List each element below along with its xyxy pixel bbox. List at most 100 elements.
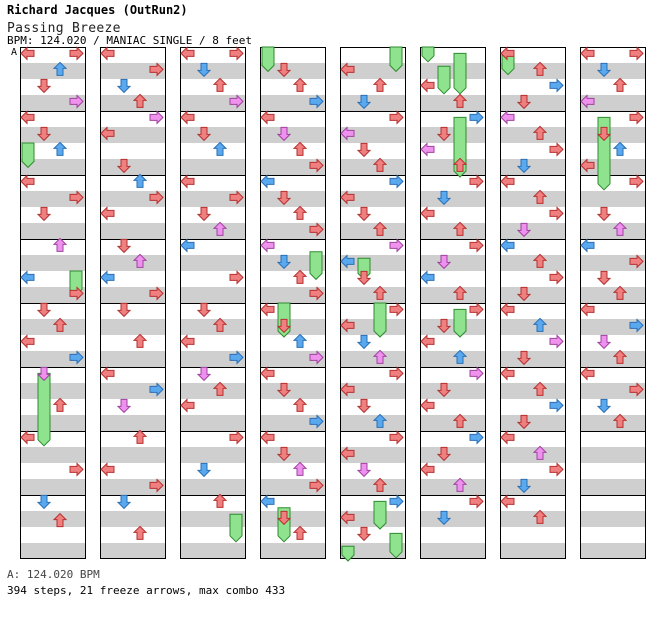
- freeze-arrow: [373, 500, 387, 530]
- up-arrow-icon: [132, 253, 148, 268]
- step-stats: 394 steps, 21 freeze arrows, max combo 4…: [7, 584, 286, 597]
- right-arrow-icon: [469, 110, 484, 125]
- beat-stripe: [340, 351, 406, 367]
- column-border: [260, 47, 326, 559]
- beat-stripe: [180, 479, 246, 495]
- up-arrow-icon: [452, 413, 468, 428]
- column-border: [580, 47, 646, 559]
- up-arrow-icon: [292, 269, 308, 284]
- down-arrow-icon: [596, 62, 612, 78]
- up-arrow-icon: [292, 141, 308, 156]
- column-border: [180, 47, 246, 559]
- beat-stripe: [500, 191, 566, 207]
- down-arrow-icon: [36, 366, 52, 382]
- column-border: [100, 47, 166, 559]
- left-arrow-icon: [500, 174, 515, 189]
- song-title: Passing Breeze: [7, 21, 121, 36]
- beat-stripe: [420, 415, 486, 431]
- right-arrow-icon: [149, 478, 164, 493]
- beat-stripe: [340, 191, 406, 207]
- beat-stripe: [180, 447, 246, 463]
- beat-stripe: [580, 447, 646, 463]
- beat-stripe: [580, 159, 646, 175]
- beat-stripe: [420, 287, 486, 303]
- up-arrow-icon: [612, 285, 628, 300]
- right-arrow-icon: [229, 190, 244, 205]
- beat-stripe: [580, 127, 646, 143]
- right-arrow-icon: [69, 350, 84, 365]
- left-arrow-icon: [20, 270, 35, 285]
- chart-column: [580, 47, 646, 559]
- right-arrow-icon: [549, 142, 564, 157]
- freeze-arrow: [453, 52, 467, 95]
- beat-stripe: [420, 63, 486, 79]
- beat-stripe: [420, 255, 486, 271]
- beat-stripe: [580, 191, 646, 207]
- beat-stripe: [500, 511, 566, 527]
- left-arrow-icon: [420, 270, 435, 285]
- down-arrow-icon: [36, 302, 52, 318]
- left-arrow-icon: [100, 46, 115, 61]
- beat-stripe: [20, 127, 86, 143]
- right-arrow-icon: [229, 350, 244, 365]
- right-arrow-icon: [149, 190, 164, 205]
- down-arrow-icon: [516, 350, 532, 366]
- beat-stripe: [20, 255, 86, 271]
- beat-stripe: [180, 223, 246, 239]
- down-arrow-icon: [116, 78, 132, 94]
- left-arrow-icon: [100, 270, 115, 285]
- left-arrow-icon: [260, 302, 275, 317]
- right-arrow-icon: [309, 286, 324, 301]
- column-border: [420, 47, 486, 559]
- down-arrow-icon: [196, 462, 212, 478]
- right-arrow-icon: [389, 174, 404, 189]
- right-arrow-icon: [389, 238, 404, 253]
- freeze-arrow: [421, 46, 435, 63]
- up-arrow-icon: [212, 493, 228, 508]
- column-border: [20, 47, 86, 559]
- down-arrow-icon: [436, 382, 452, 398]
- beat-stripe: [500, 255, 566, 271]
- left-arrow-icon: [100, 206, 115, 221]
- beat-stripe: [100, 543, 166, 559]
- right-arrow-icon: [549, 334, 564, 349]
- up-arrow-icon: [532, 445, 548, 460]
- right-arrow-icon: [469, 238, 484, 253]
- beat-stripe: [340, 511, 406, 527]
- right-arrow-icon: [629, 318, 644, 333]
- left-arrow-icon: [580, 94, 595, 109]
- beat-stripe: [260, 383, 326, 399]
- chart-column: [340, 47, 406, 559]
- down-arrow-icon: [516, 286, 532, 302]
- left-arrow-icon: [260, 110, 275, 125]
- down-arrow-icon: [516, 158, 532, 174]
- right-arrow-icon: [309, 94, 324, 109]
- left-arrow-icon: [420, 462, 435, 477]
- right-arrow-icon: [309, 414, 324, 429]
- chart-column: [180, 47, 246, 559]
- down-arrow-icon: [516, 478, 532, 494]
- up-arrow-icon: [372, 77, 388, 92]
- right-arrow-icon: [309, 478, 324, 493]
- right-arrow-icon: [229, 46, 244, 61]
- right-arrow-icon: [629, 46, 644, 61]
- up-arrow-icon: [52, 317, 68, 332]
- beat-stripe: [20, 543, 86, 559]
- beat-stripe: [580, 543, 646, 559]
- down-arrow-icon: [116, 494, 132, 510]
- beat-stripe: [180, 159, 246, 175]
- left-arrow-icon: [180, 174, 195, 189]
- beat-stripe: [260, 543, 326, 559]
- beat-stripe: [340, 63, 406, 79]
- freeze-arrow: [21, 142, 35, 169]
- up-arrow-icon: [372, 477, 388, 492]
- down-arrow-icon: [356, 270, 372, 286]
- up-arrow-icon: [452, 221, 468, 236]
- chart-column: [420, 47, 486, 559]
- freeze-arrow: [261, 46, 275, 73]
- beat-stripe: [500, 223, 566, 239]
- up-arrow-icon: [452, 349, 468, 364]
- left-arrow-icon: [420, 142, 435, 157]
- left-arrow-icon: [180, 46, 195, 61]
